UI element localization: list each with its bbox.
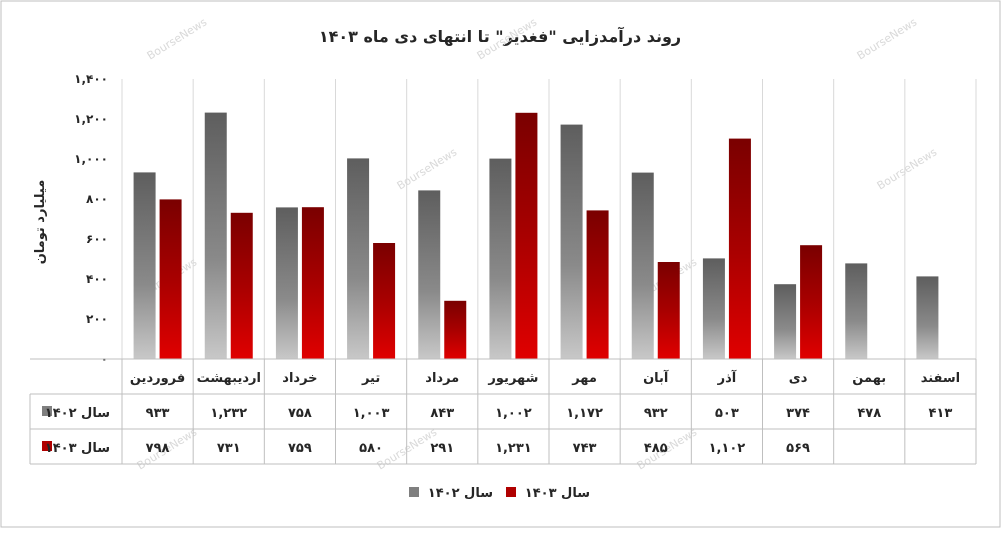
legend-label: سال ۱۴۰۳	[525, 486, 590, 501]
category-label: اردیبهشت	[197, 371, 261, 386]
bar-1403	[515, 112, 538, 359]
y-tick-label: ۸۰۰	[86, 192, 108, 206]
table-series-swatch	[42, 406, 52, 416]
y-axis-label: میلیارد تومان	[33, 180, 48, 265]
table-value: ۹۳۳	[146, 406, 170, 421]
y-tick-label: ۱,۴۰۰	[74, 72, 108, 86]
category-label: فروردین	[130, 371, 185, 386]
bar-1402	[275, 207, 298, 359]
bar-1402	[845, 263, 868, 359]
bar-1403	[373, 243, 396, 359]
bar-1403	[230, 212, 253, 359]
bar-1402	[560, 124, 583, 359]
y-tick-label: ۴۰۰	[86, 272, 108, 286]
table-value: ۱,۰۰۲	[495, 406, 532, 421]
category-label: دی	[789, 371, 808, 386]
table-series-name: سال ۱۴۰۳	[45, 441, 110, 456]
bar-1402	[774, 284, 797, 359]
category-label: مرداد	[425, 371, 459, 386]
category-label: آذر	[717, 369, 737, 386]
table-value: ۷۹۸	[146, 441, 170, 456]
category-label: اسفند	[921, 371, 960, 386]
category-label: مهر	[571, 371, 597, 386]
legend: سال ۱۴۰۲ سال ۱۴۰۳	[409, 486, 590, 501]
legend-swatch	[409, 487, 419, 497]
bar-1402	[347, 158, 370, 359]
category-label: تیر	[361, 371, 380, 386]
table-value: ۷۵۹	[288, 441, 312, 456]
chart-title: روند درآمدزایی "فغدیر" تا انتهای دی ماه …	[319, 26, 681, 46]
table-value: ۷۴۳	[573, 441, 597, 456]
bar-1402	[702, 258, 725, 359]
bar-1403	[728, 138, 751, 359]
table-value: ۴۸۵	[644, 441, 668, 456]
y-tick-label: ۶۰۰	[86, 232, 108, 246]
y-tick-label: ۱,۰۰۰	[74, 152, 108, 166]
bar-1402	[204, 112, 227, 359]
category-label: بهمن	[852, 371, 886, 386]
category-label: آبان	[643, 369, 669, 386]
y-tick-label: ۲۰۰	[86, 312, 108, 326]
table-value: ۸۴۳	[430, 406, 454, 421]
bar-1402	[133, 172, 156, 359]
table-value: ۷۳۱	[217, 441, 241, 456]
bar-1403	[301, 207, 324, 359]
table-series-swatch	[42, 441, 52, 451]
table-value: ۱,۱۷۲	[566, 406, 603, 421]
table-value: ۵۶۹	[786, 441, 810, 456]
table-value: ۹۳۲	[644, 406, 668, 421]
table-value: ۵۸۰	[359, 441, 383, 456]
table-value: ۴۱۳	[929, 406, 953, 421]
bar-1403	[586, 210, 609, 359]
table-value: ۲۹۱	[430, 441, 454, 456]
table-value: ۷۵۸	[288, 406, 312, 421]
table-value: ۱,۰۰۳	[353, 406, 390, 421]
table-value: ۱,۲۳۱	[495, 441, 532, 456]
bar-1402	[916, 276, 939, 359]
table-value: ۳۷۴	[786, 406, 810, 421]
legend-label: سال ۱۴۰۲	[428, 486, 493, 501]
table-series-name: سال ۱۴۰۲	[45, 406, 110, 421]
bar-1403	[800, 245, 823, 359]
legend-swatch	[506, 487, 516, 497]
plot-area	[121, 79, 977, 360]
table-value: ۱,۲۳۲	[210, 406, 247, 421]
bar-1403	[657, 262, 680, 359]
bar-1403	[159, 199, 182, 359]
y-tick-label: ۱,۲۰۰	[74, 112, 108, 126]
category-label: خرداد	[282, 371, 317, 386]
table-value: ۵۰۳	[715, 406, 739, 421]
bar-1402	[631, 172, 654, 359]
bar-1402	[489, 158, 512, 359]
table-value: ۴۷۸	[857, 406, 881, 421]
bar-1403	[444, 300, 467, 359]
table-value: ۱,۱۰۲	[709, 441, 746, 456]
data-table: فروردین اردیبهشت خرداد تیر مرداد شهریور مهر آبا…	[29, 358, 977, 465]
category-label: شهریور	[487, 371, 538, 386]
bar-1402	[418, 190, 441, 359]
